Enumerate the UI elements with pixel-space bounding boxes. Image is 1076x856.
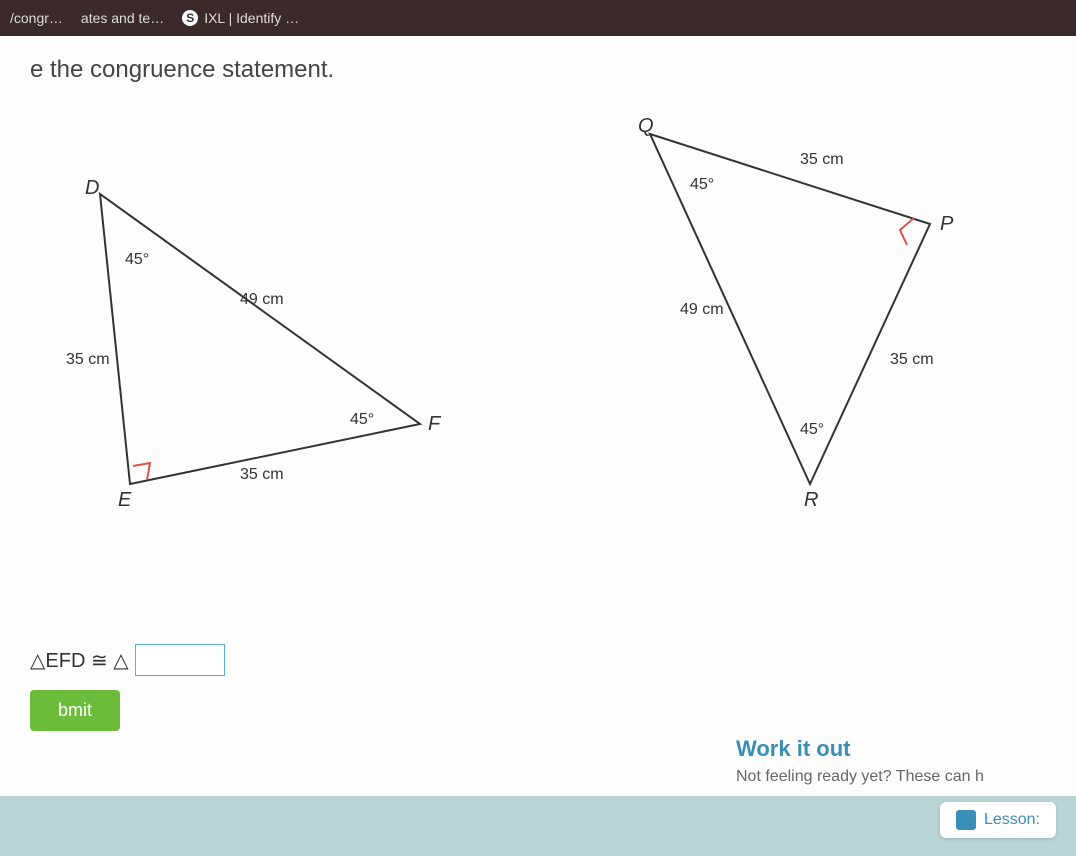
figure-area: D E F 35 cm 35 cm 49 cm 45° 45° Q P R [30,114,1046,634]
side-PR-label: 35 cm [890,351,934,368]
side-QP-label: 35 cm [800,151,844,168]
angle-F-label: 45° [350,411,374,428]
angle-R-label: 45° [800,421,824,438]
side-EF-label: 35 cm [240,466,284,483]
vertex-Q-label: Q [638,115,654,137]
side-DF-label: 49 cm [240,291,284,308]
tab-1[interactable]: ates and te… [81,10,164,26]
angle-D-label: 45° [125,251,149,268]
work-it-out-subtitle: Not feeling ready yet? These can h [736,768,1056,786]
work-it-out-title: Work it out [736,736,1056,762]
triangle-DEF-outline [100,194,420,484]
side-DE-label: 35 cm [66,351,110,368]
answer-row: △EFD ≅ △ [30,644,1046,676]
vertex-F-label: F [428,413,442,435]
page-content: e the congruence statement. D E F 35 cm … [0,36,1076,796]
triangle-QPR: Q P R 35 cm 35 cm 49 cm 45° 45° [638,115,954,511]
lesson-button[interactable]: Lesson: [940,802,1056,838]
submit-button[interactable]: bmit [30,690,120,731]
tab-1-label: ates and te… [81,10,164,26]
answer-input[interactable] [135,644,225,676]
lesson-label: Lesson: [984,811,1040,829]
lesson-icon [956,810,976,830]
vertex-R-label: R [804,489,818,511]
url-fragment: /congr… [10,10,63,26]
side-QR-label: 49 cm [680,301,724,318]
triangle-DEF: D E F 35 cm 35 cm 49 cm 45° 45° [66,177,442,511]
right-angle-P-icon [900,218,914,245]
triangles-svg: D E F 35 cm 35 cm 49 cm 45° 45° Q P R [30,114,990,574]
vertex-D-label: D [85,177,99,199]
browser-tab-bar: /congr… ates and te… S IXL | Identify … [0,0,1076,36]
vertex-P-label: P [940,213,954,235]
work-it-out-panel: Work it out Not feeling ready yet? These… [716,726,1076,796]
answer-prefix: △EFD ≅ △ [30,648,129,673]
tab-2-label: IXL | Identify … [204,10,299,26]
right-angle-E-icon [133,463,150,480]
tab-2[interactable]: S IXL | Identify … [182,10,299,26]
question-prompt: e the congruence statement. [30,56,1046,84]
angle-Q-label: 45° [690,176,714,193]
vertex-E-label: E [118,489,132,511]
url-text: /congr… [10,10,63,26]
ixl-icon: S [182,10,198,26]
